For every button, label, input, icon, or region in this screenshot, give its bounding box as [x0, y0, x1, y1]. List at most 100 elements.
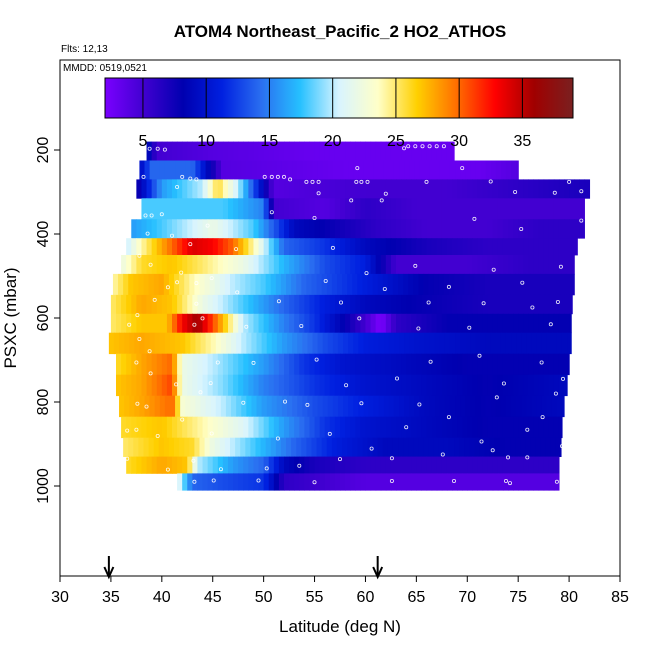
observation-point	[215, 360, 220, 365]
heatmap-cell	[334, 374, 341, 397]
heatmap-cell	[457, 473, 463, 491]
heatmap-cell	[139, 395, 146, 418]
heatmap-cell	[390, 255, 397, 275]
heatmap-cell	[268, 141, 275, 161]
heatmap-cell	[345, 141, 351, 161]
heatmap-cell	[309, 238, 316, 256]
heatmap-cell	[353, 160, 359, 180]
heatmap-cell	[187, 353, 193, 376]
heatmap-cell	[375, 179, 382, 199]
heatmap-cell	[398, 437, 404, 457]
heatmap-cell	[182, 255, 188, 275]
heatmap-cell	[340, 416, 346, 439]
heatmap-cell	[319, 179, 326, 199]
heatmap-cell	[553, 255, 560, 275]
heatmap-cell	[390, 198, 397, 220]
heatmap-cell	[467, 238, 473, 256]
heatmap-cell	[431, 198, 438, 220]
heatmap-cell	[121, 294, 127, 315]
heatmap-cell	[271, 332, 278, 355]
heatmap-cell	[401, 353, 407, 376]
heatmap-cell	[370, 238, 377, 256]
observation-point	[125, 428, 130, 433]
heatmap-cell	[329, 416, 336, 439]
heatmap-cell	[345, 179, 351, 199]
heatmap-cell	[240, 273, 246, 296]
heatmap-cell	[177, 294, 183, 315]
heatmap-cell	[324, 353, 331, 376]
heatmap-cell	[533, 238, 540, 256]
heatmap-cell	[482, 473, 489, 491]
heatmap-cell	[222, 416, 229, 439]
heatmap-cell	[508, 179, 514, 199]
heatmap-cell	[528, 416, 535, 439]
heatmap-cell	[528, 255, 535, 275]
heatmap-cell	[337, 332, 344, 355]
heatmap-cell	[312, 395, 319, 418]
heatmap-cell	[197, 294, 204, 315]
heatmap-cell	[433, 437, 440, 457]
heatmap-cell	[508, 374, 514, 397]
observation-point	[424, 179, 429, 184]
heatmap-layer	[110, 294, 573, 315]
observation-point	[491, 267, 496, 272]
observation-point	[467, 325, 472, 330]
heatmap-cell	[467, 313, 473, 334]
heatmap-cell	[337, 160, 344, 180]
heatmap-cell	[233, 238, 239, 256]
heatmap-cell	[116, 353, 122, 376]
heatmap-cell	[370, 313, 377, 334]
heatmap-cell	[423, 273, 430, 296]
heatmap-cell	[416, 353, 423, 376]
heatmap-cell	[312, 332, 319, 355]
heatmap-cell	[314, 198, 321, 220]
heatmap-cell	[426, 456, 433, 474]
heatmap-cell	[263, 374, 270, 397]
heatmap-cell	[284, 353, 290, 376]
heatmap-cell	[212, 198, 219, 220]
heatmap-cell	[558, 255, 565, 275]
heatmap-cell	[334, 255, 341, 275]
observation-point	[558, 264, 563, 269]
heatmap-cell	[479, 437, 486, 457]
heatmap-cell	[141, 219, 148, 239]
heatmap-cell	[319, 255, 326, 275]
heatmap-cell	[431, 374, 438, 397]
heatmap-cell	[390, 219, 397, 239]
heatmap-cell	[365, 374, 372, 397]
heatmap-cell	[278, 374, 285, 397]
heatmap-cell	[477, 353, 484, 376]
heatmap-cell	[444, 332, 451, 355]
heatmap-cell	[401, 374, 407, 397]
heatmap-cell	[385, 179, 392, 199]
heatmap-cell	[292, 395, 298, 418]
heatmap-cell	[233, 294, 239, 315]
heatmap-cell	[436, 416, 443, 439]
heatmap-cell	[131, 255, 137, 275]
heatmap-cell	[156, 141, 163, 161]
heatmap-cell	[494, 273, 501, 296]
observation-point	[389, 478, 394, 483]
heatmap-cell	[401, 198, 407, 220]
heatmap-cell	[289, 473, 295, 491]
heatmap-cell	[411, 313, 417, 334]
heatmap-cell	[492, 179, 499, 199]
heatmap-cell	[141, 456, 148, 474]
heatmap-cell	[373, 332, 380, 355]
heatmap-cell	[146, 313, 153, 334]
heatmap-cell	[431, 238, 438, 256]
heatmap-cell	[457, 456, 463, 474]
heatmap-cell	[556, 395, 563, 418]
heatmap-cell	[253, 198, 260, 220]
heatmap-cell	[444, 395, 451, 418]
heatmap-cell	[248, 473, 255, 491]
heatmap-cell	[253, 179, 260, 199]
heatmap-cell	[390, 238, 397, 256]
heatmap-cell	[190, 395, 197, 418]
heatmap-cell	[278, 353, 285, 376]
heatmap-cell	[156, 238, 163, 256]
heatmap-cell	[390, 456, 397, 474]
heatmap-cell	[518, 416, 524, 439]
heatmap-cell	[380, 456, 387, 474]
observation-point	[488, 179, 493, 184]
